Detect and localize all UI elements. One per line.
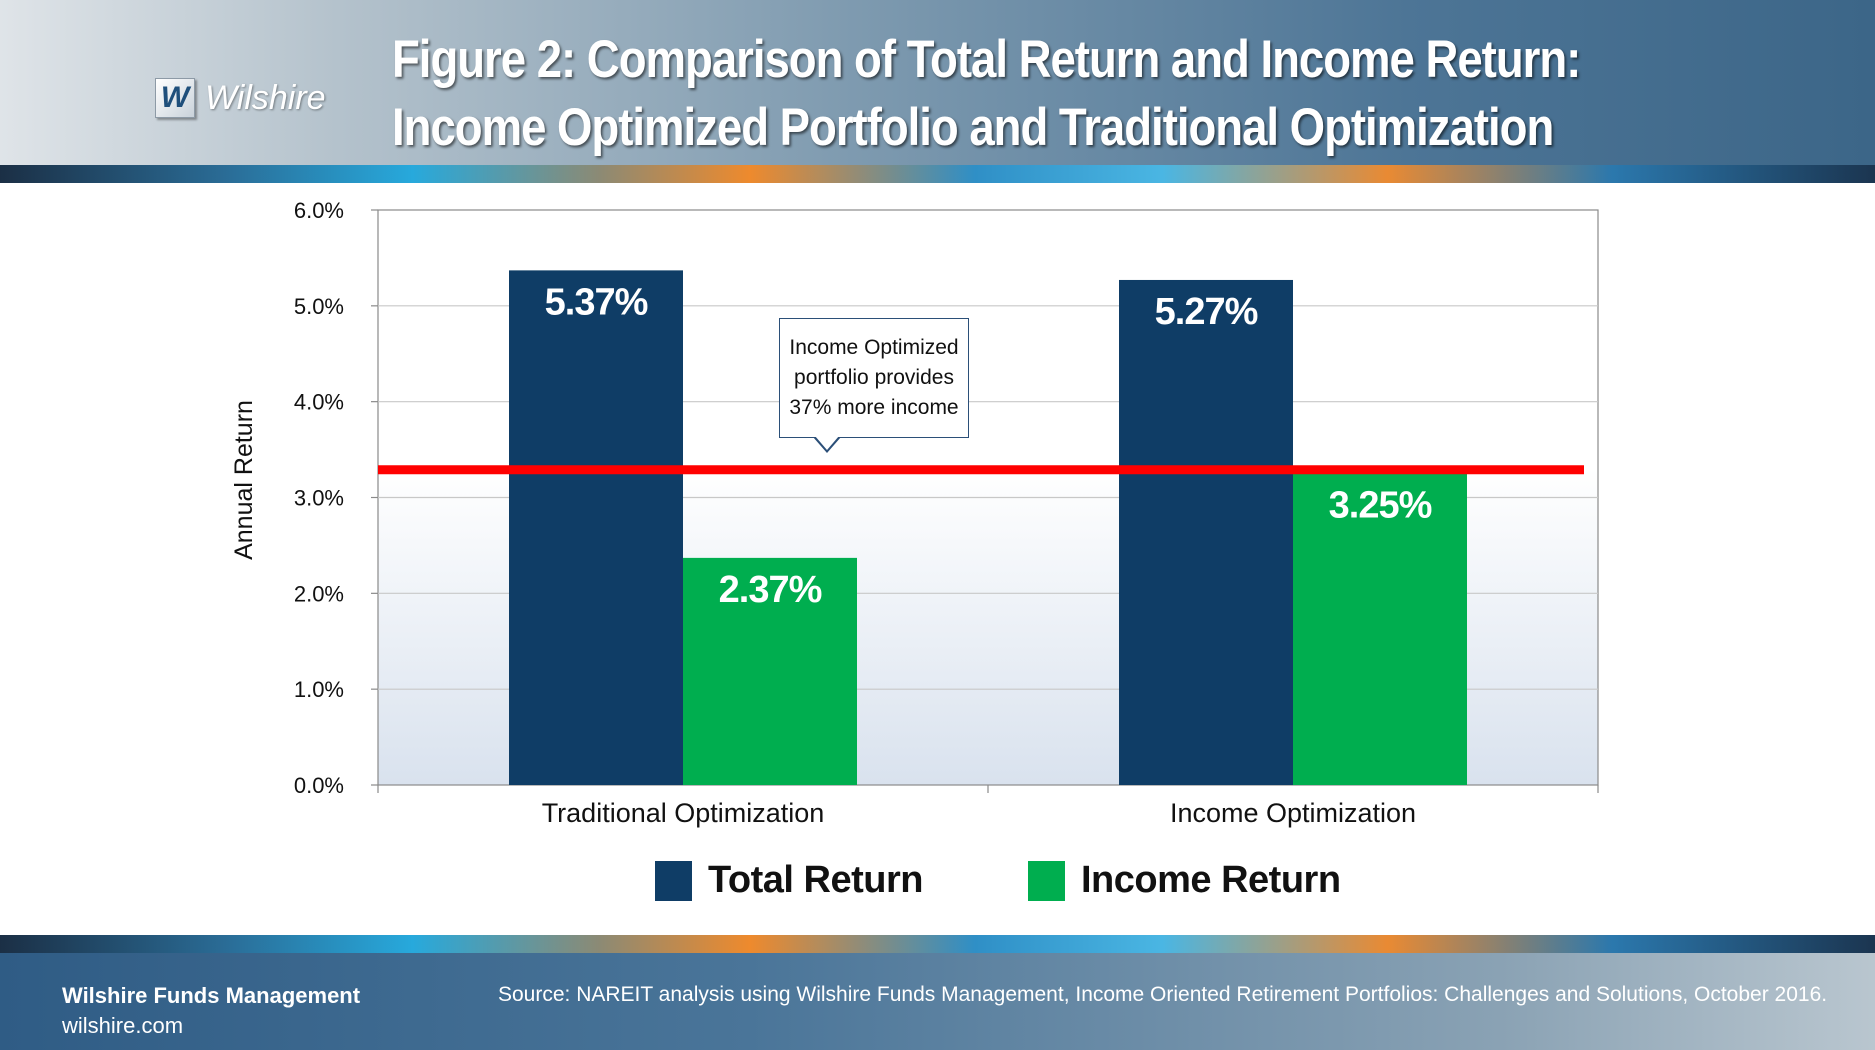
bar [683,557,857,785]
y-tick-label: 4.0% [294,390,344,415]
footer-website: wilshire.com [62,1013,184,1038]
bar-value-label: 5.37% [545,281,648,323]
header-accent-stripe [0,165,1875,183]
y-axis-label: Annual Return [230,400,258,560]
bar [1119,279,1293,785]
legend-swatch-total-return [655,860,692,901]
footer-accent-stripe [0,935,1875,953]
x-tick-label: Income Optimization [1170,798,1416,828]
wilshire-logo: W Wilshire [155,78,326,118]
wilshire-logo-mark: W [155,78,195,118]
x-axis-ticks: Traditional Optimization Income Optimizat… [377,785,1599,828]
footer-company-name: Wilshire Funds Management [62,983,361,1008]
annotation-text: Income Optimized portfolio provides 37% … [789,336,959,419]
y-axis-ticks: 0.0% 1.0% 2.0% 3.0% 4.0% 5.0% 6.0% [294,198,378,798]
annotation-callout: Income Optimized portfolio provides 37% … [779,318,969,438]
legend-item-income-return: Income Return [1028,859,1341,902]
header-banner: W Wilshire Figure 2: Comparison of Total… [0,0,1875,165]
y-tick-label: 1.0% [294,677,344,702]
bar-chart: 0.0%1.0%2.0%3.0%4.0%5.0%6.0% 5.37%2.37%5… [230,198,1599,828]
chart-title-line-2: Income Optimized Portfolio and Tradition… [392,98,1554,157]
legend-label-total-return: Total Return [708,859,923,901]
bar [1293,473,1467,785]
chart-title-line-1: Figure 2: Comparison of Total Return and… [392,30,1581,89]
legend-swatch-income-return [1028,860,1065,901]
footer-source-note: Source: NAREIT analysis using Wilshire F… [498,983,1828,1006]
chart-title: Figure 2: Comparison of Total Return and… [392,26,1832,162]
footer-banner: Wilshire Funds Management wilshire.com S… [0,953,1875,1050]
legend-label-income-return: Income Return [1081,859,1341,901]
wilshire-logo-text: Wilshire [205,78,326,117]
bar-value-label: 3.25% [1329,485,1432,527]
y-tick-label: 0.0% [294,773,344,798]
y-tick-label: 3.0% [294,486,344,511]
bar-value-labels: 5.37% 2.37% 5.27% 3.25% [545,281,1433,611]
y-tick-label: 6.0% [294,198,344,223]
annotation-pointer-fill [815,436,839,450]
bar-value-label: 2.37% [719,569,822,611]
bars [509,270,1467,785]
bar-value-label: 5.27% [1155,291,1258,333]
y-tick-label: 2.0% [294,581,344,606]
x-tick-label: Traditional Optimization [542,798,825,828]
bar [509,270,683,785]
y-tick-label: 5.0% [294,294,344,319]
legend-item-total-return: Total Return [655,859,923,902]
